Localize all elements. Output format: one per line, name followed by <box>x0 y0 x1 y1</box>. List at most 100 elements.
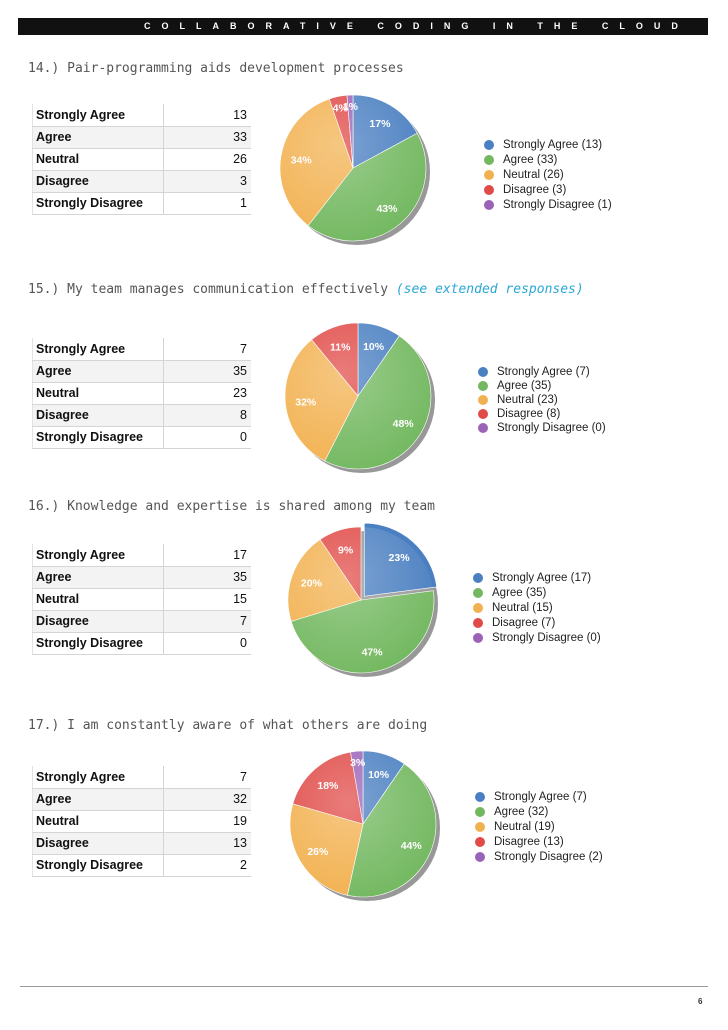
row-label: Disagree <box>32 832 164 855</box>
row-value: 15 <box>163 588 251 611</box>
legend-label: Strongly Disagree (0) <box>492 631 601 644</box>
legend-item: Neutral (15) <box>473 600 601 615</box>
row-label: Agree <box>32 788 164 811</box>
legend-swatch <box>475 791 485 802</box>
extended-responses-link[interactable]: (see extended responses) <box>395 282 584 297</box>
row-value: 0 <box>163 632 251 655</box>
row-value: 23 <box>163 382 251 405</box>
row-label: Strongly Agree <box>32 104 164 127</box>
legend-swatch <box>484 139 494 150</box>
table-row: Strongly Agree 7 <box>32 338 251 361</box>
row-label: Strongly Agree <box>32 338 164 361</box>
table-row: Disagree 7 <box>32 610 251 633</box>
row-value: 35 <box>163 360 251 383</box>
row-value: 7 <box>163 338 251 361</box>
pie-slice-label: 44% <box>401 840 423 852</box>
pie-slice-label: 18% <box>317 780 339 792</box>
legend-swatch <box>475 821 485 832</box>
question-text: 14.) Pair-programming aids development p… <box>28 61 404 76</box>
row-label: Agree <box>32 566 164 589</box>
legend-item: Disagree (13) <box>475 834 603 849</box>
legend-swatch <box>484 184 494 195</box>
table-row: Agree 35 <box>32 360 251 383</box>
legend-label: Agree (35) <box>492 586 547 599</box>
legend-swatch <box>478 423 488 433</box>
table-row: Neutral 23 <box>32 382 251 405</box>
row-label: Agree <box>32 360 164 383</box>
legend-label: Strongly Disagree (0) <box>497 422 606 434</box>
table-row: Disagree 8 <box>32 404 251 427</box>
legend-item: Strongly Disagree (1) <box>484 197 612 212</box>
row-label: Disagree <box>32 170 164 193</box>
legend-label: Neutral (19) <box>494 820 555 833</box>
legend-item: Disagree (7) <box>473 615 601 630</box>
table-row: Agree 35 <box>32 566 251 589</box>
legend-swatch <box>484 169 494 180</box>
legend-swatch <box>473 617 483 628</box>
legend-17: Strongly Agree (7) Agree (32) Neutral (1… <box>475 789 603 864</box>
pie-highlight <box>280 95 426 241</box>
response-table-16: Strongly Agree 17 Agree 35 Neutral 15 Disag… <box>32 544 251 655</box>
legend-label: Agree (32) <box>494 805 549 818</box>
row-label: Neutral <box>32 382 164 405</box>
row-value: 8 <box>163 404 251 427</box>
table-row: Strongly Agree 17 <box>32 544 251 567</box>
response-table-14: Strongly Agree 13 Agree 33 Neutral 26 Disag… <box>32 104 251 215</box>
row-value: 7 <box>163 766 251 789</box>
table-row: Neutral 26 <box>32 148 251 171</box>
pie-chart-15: 10% 48% 32% 11% <box>284 322 435 473</box>
pie-slice-label: 17% <box>369 118 391 130</box>
legend-swatch <box>478 409 488 419</box>
legend-item: Agree (32) <box>475 804 603 819</box>
legend-label: Disagree (3) <box>503 183 567 196</box>
response-table-17: Strongly Agree 7 Agree 32 Neutral 19 Disagr… <box>32 766 251 877</box>
legend-label: Disagree (8) <box>497 408 561 420</box>
row-label: Strongly Disagree <box>32 632 164 655</box>
row-label: Neutral <box>32 148 164 171</box>
pie-slice-label: 43% <box>376 203 398 215</box>
table-row: Disagree 13 <box>32 832 251 855</box>
pie-slice-label: 26% <box>307 846 329 858</box>
row-value: 1 <box>163 192 251 215</box>
row-label: Disagree <box>32 404 164 427</box>
row-label: Neutral <box>32 810 164 833</box>
pie-slice-label: 20% <box>301 577 323 589</box>
legend-swatch <box>473 602 483 613</box>
legend-swatch <box>484 154 494 165</box>
legend-14: Strongly Agree (13) Agree (33) Neutral (… <box>484 137 612 212</box>
table-row: Strongly Agree 13 <box>32 104 251 127</box>
legend-swatch <box>478 395 488 405</box>
row-value: 0 <box>163 426 251 449</box>
legend-15: Strongly Agree (7) Agree (35) Neutral (2… <box>478 365 606 435</box>
footer-divider <box>20 986 708 987</box>
legend-label: Strongly Agree (7) <box>494 790 587 803</box>
legend-item: Strongly Disagree (0) <box>478 421 606 435</box>
legend-swatch <box>475 851 485 862</box>
legend-item: Strongly Disagree (2) <box>475 849 603 864</box>
legend-item: Disagree (8) <box>478 407 606 421</box>
pie-highlight <box>288 527 434 673</box>
legend-label: Strongly Agree (17) <box>492 571 592 584</box>
header-bar: COLLABORATIVE CODING IN THE CLOUD <box>18 18 708 35</box>
table-row: Strongly Disagree 0 <box>32 426 251 449</box>
legend-swatch <box>473 572 483 583</box>
legend-label: Neutral (26) <box>503 168 564 181</box>
table-row: Neutral 15 <box>32 588 251 611</box>
legend-item: Agree (35) <box>473 585 601 600</box>
legend-swatch <box>484 199 494 210</box>
legend-item: Disagree (3) <box>484 182 612 197</box>
question-title-17: 17.) I am constantly aware of what other… <box>28 718 427 733</box>
table-row: Strongly Disagree 0 <box>32 632 251 655</box>
legend-swatch <box>478 367 488 377</box>
pie-slice-label: 3% <box>350 757 366 769</box>
question-text: 15.) My team manages communication effec… <box>28 282 396 297</box>
table-row: Disagree 3 <box>32 170 251 193</box>
legend-label: Neutral (15) <box>492 601 553 614</box>
legend-item: Strongly Disagree (0) <box>473 630 601 645</box>
legend-label: Strongly Agree (13) <box>503 138 603 151</box>
pie-chart-14: 17% 43% 34% 4%1% <box>279 94 430 245</box>
row-value: 32 <box>163 788 251 811</box>
legend-label: Disagree (13) <box>494 835 564 848</box>
pie-slice-label: 10% <box>368 769 390 781</box>
row-label: Strongly Agree <box>32 766 164 789</box>
